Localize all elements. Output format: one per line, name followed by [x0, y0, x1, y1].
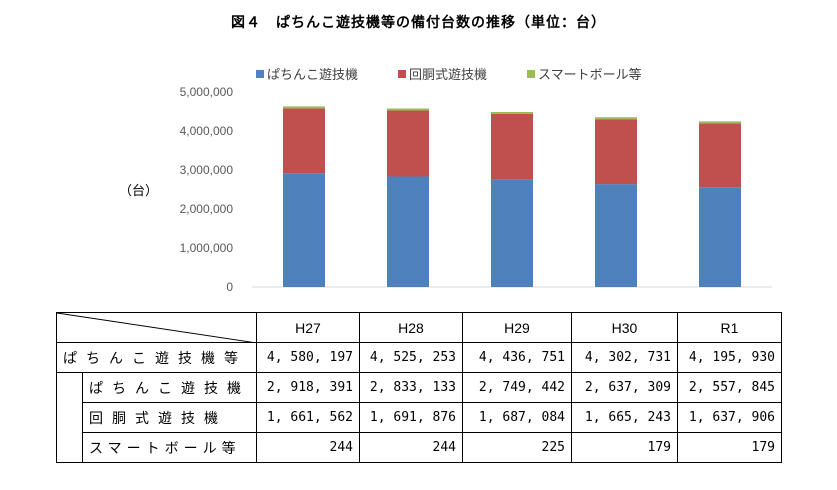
table-cell: 179: [677, 432, 782, 463]
table-cell: 4, 525, 253: [359, 342, 463, 373]
table-cell: 1, 687, 084: [462, 402, 572, 433]
table-row-total: ぱちんこ遊技機等 4, 580, 197 4, 525, 253 4, 436,…: [56, 342, 782, 373]
y-tick-label: 1,000,000: [180, 241, 234, 255]
bar-segment-3: [387, 108, 429, 111]
stacked-bar-chart: ぱちんこ遊技機 回胴式遊技機 スマートボール等 0 1,000,000 2,000,00…: [180, 67, 772, 294]
table-cell: 1, 665, 243: [571, 402, 678, 433]
table-cell: 244: [256, 432, 360, 463]
y-tick-label: 3,000,000: [180, 163, 234, 177]
table-row: 回胴式遊技機 1, 661, 562 1, 691, 876 1, 687, 0…: [56, 402, 782, 433]
table-cell: 2, 749, 442: [462, 372, 572, 403]
corner-diagonal: [57, 313, 257, 343]
indent-cell: [56, 432, 83, 463]
table-col-header: R1: [677, 312, 782, 343]
table-row: スマートボール等 244 244 225 179 179: [56, 432, 782, 463]
table-cell: 179: [571, 432, 678, 463]
table-row-label: ぱちんこ遊技機等: [56, 342, 257, 373]
table-header-row: H27 H28 H29 H30 R1: [56, 312, 782, 343]
legend-swatch: [527, 70, 535, 78]
y-tick-label: 0: [226, 280, 233, 294]
table-col-header: H28: [359, 312, 463, 343]
bars-group: [283, 106, 741, 287]
table-cell: 244: [359, 432, 463, 463]
bar-segment-1: [491, 179, 533, 287]
legend-label: ぱちんこ遊技機: [267, 68, 358, 83]
table-cell: 4, 302, 731: [571, 342, 678, 373]
table-cell: 4, 436, 751: [462, 342, 572, 373]
table-cell: 2, 637, 309: [571, 372, 678, 403]
table-cell: 2, 557, 845: [677, 372, 782, 403]
bar-segment-1: [387, 176, 429, 287]
table-cell: 4, 195, 930: [677, 342, 782, 373]
y-tick-label: 5,000,000: [180, 85, 234, 99]
table-cell: 4, 580, 197: [256, 342, 360, 373]
table-col-header: H30: [571, 312, 678, 343]
table-col-header: H27: [256, 312, 360, 343]
y-axis-ticks: 0 1,000,000 2,000,000 3,000,000 4,000,000 5,0…: [180, 85, 234, 294]
table-cell: 1, 661, 562: [256, 402, 360, 433]
table-corner-cell: [56, 312, 257, 343]
table-cell: 2, 918, 391: [256, 372, 360, 403]
table-cell: 2, 833, 133: [359, 372, 463, 403]
bar-segment-2: [387, 110, 429, 177]
y-axis-label: （台）: [119, 184, 159, 199]
bar-segment-1: [595, 184, 637, 287]
data-table: H27 H28 H29 H30 R1 ぱちんこ遊技機等 4, 580, 197 …: [56, 312, 782, 463]
bar-segment-3: [491, 111, 533, 114]
bar-segment-3: [699, 121, 741, 124]
table-row: ぱちんこ遊技機 2, 918, 391 2, 833, 133 2, 749, …: [56, 372, 782, 403]
table-row-label: 回胴式遊技機: [82, 402, 257, 433]
table-row-label: スマートボール等: [82, 432, 257, 463]
bar-segment-2: [491, 113, 533, 180]
chart-legend: ぱちんこ遊技機 回胴式遊技機 スマートボール等: [256, 67, 642, 83]
indent-cell: [56, 402, 83, 433]
legend-swatch: [256, 70, 264, 78]
table-cell: 1, 691, 876: [359, 402, 463, 433]
legend-swatch: [398, 70, 406, 78]
table-col-header: H29: [462, 312, 572, 343]
bar-segment-2: [699, 123, 741, 188]
bar-segment-3: [595, 117, 637, 120]
bar-segment-1: [283, 173, 325, 287]
table-cell: 225: [462, 432, 572, 463]
bar-segment-1: [699, 187, 741, 287]
indent-cell: [56, 372, 83, 403]
y-tick-label: 4,000,000: [180, 124, 234, 138]
table-cell: 1, 637, 906: [677, 402, 782, 433]
legend-label: スマートボール等: [538, 67, 642, 83]
bar-segment-2: [595, 119, 637, 185]
bar-segment-3: [283, 106, 325, 109]
y-tick-label: 2,000,000: [180, 202, 234, 216]
chart-title: 図４ ぱちんこ遊技機等の備付台数の推移（単位：台）: [231, 15, 606, 31]
legend-label: 回胴式遊技機: [409, 68, 487, 83]
bar-segment-2: [283, 108, 325, 174]
table-row-label: ぱちんこ遊技機: [82, 372, 257, 403]
